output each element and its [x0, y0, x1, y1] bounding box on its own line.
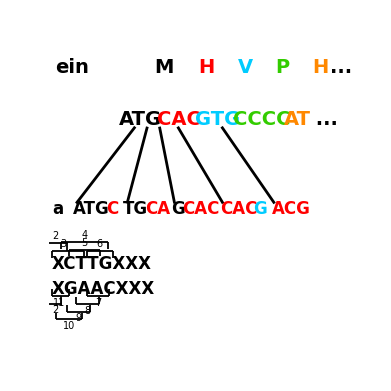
Text: G: G: [172, 201, 185, 219]
Text: XCTTGXXX: XCTTGXXX: [52, 255, 152, 273]
Text: GTG: GTG: [195, 110, 240, 129]
Text: 2: 2: [52, 305, 58, 315]
Text: 7: 7: [95, 298, 101, 308]
Text: XGAACXXX: XGAACXXX: [52, 280, 155, 298]
Text: CAC: CAC: [183, 201, 220, 219]
Text: H: H: [312, 59, 328, 77]
Text: 4: 4: [81, 230, 88, 240]
Text: ATG: ATG: [118, 110, 162, 129]
Text: CAC: CAC: [157, 110, 201, 129]
Text: AT: AT: [284, 110, 311, 129]
Text: V: V: [238, 59, 253, 77]
Text: ACG: ACG: [272, 201, 310, 219]
Text: CAC: CAC: [220, 201, 257, 219]
Text: a: a: [52, 201, 63, 219]
Text: G: G: [253, 201, 267, 219]
Text: CCCC: CCCC: [233, 110, 291, 129]
Text: ATG: ATG: [73, 201, 110, 219]
Text: C: C: [106, 201, 118, 219]
Text: M: M: [154, 59, 174, 77]
Text: 11: 11: [54, 298, 66, 308]
Text: CA: CA: [145, 201, 170, 219]
Text: 8: 8: [84, 305, 91, 316]
Text: 2: 2: [52, 231, 58, 241]
Text: 3: 3: [60, 239, 66, 249]
Text: P: P: [275, 59, 289, 77]
Text: 10: 10: [63, 321, 75, 331]
Text: ein: ein: [55, 59, 89, 77]
Text: ...: ...: [310, 110, 338, 129]
Text: 5: 5: [81, 238, 88, 248]
Text: 6: 6: [97, 239, 103, 249]
Text: TG: TG: [123, 201, 148, 219]
Text: 9: 9: [75, 313, 81, 323]
Text: ...: ...: [330, 59, 352, 77]
Text: H: H: [198, 59, 215, 77]
